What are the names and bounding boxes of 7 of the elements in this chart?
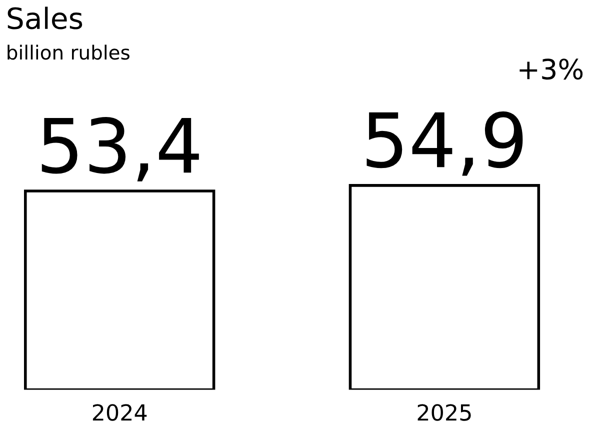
x-tick-label: 2025 xyxy=(418,404,471,421)
data-label: 53,4 xyxy=(42,116,199,182)
chart-title: Sales xyxy=(8,6,82,30)
x-tick-label: 2024 xyxy=(92,404,147,421)
chart-subtitle: billion rubles xyxy=(8,44,130,60)
text: +3% xyxy=(520,58,583,80)
data-label: 54,9 xyxy=(366,111,523,176)
